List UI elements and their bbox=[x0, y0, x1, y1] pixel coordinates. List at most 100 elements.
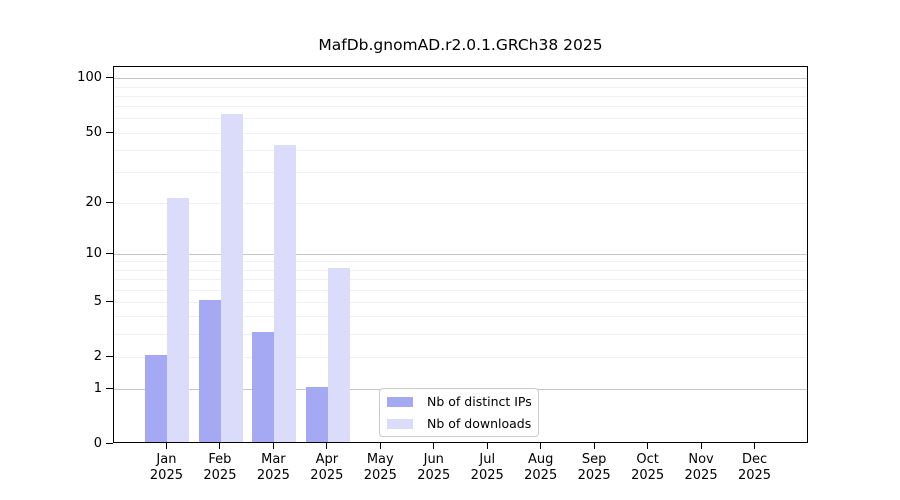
bar-feb-2025-nb-of-distinct-ips bbox=[198, 300, 221, 442]
gridline-minor-50 bbox=[114, 132, 807, 134]
x-tick-month-mar-2025: Mar bbox=[261, 452, 286, 467]
bar-mar-2025-nb-of-distinct-ips bbox=[252, 332, 275, 442]
gridline-minor-6 bbox=[114, 289, 807, 291]
x-tick-aug-2025 bbox=[540, 443, 542, 449]
x-tick-label-apr-2025: Apr 2025 bbox=[310, 452, 343, 483]
gridline-minor-40 bbox=[114, 149, 807, 151]
legend: Nb of distinct IPs Nb of downloads bbox=[379, 388, 539, 437]
x-tick-label-feb-2025: Feb 2025 bbox=[203, 452, 236, 483]
legend-item-distinct-ips: Nb of distinct IPs bbox=[387, 394, 532, 409]
gridline-minor-4 bbox=[114, 316, 807, 318]
x-tick-month-jan-2025: Jan bbox=[156, 452, 177, 467]
x-tick-feb-2025 bbox=[219, 443, 221, 449]
x-tick-label-nov-2025: Nov 2025 bbox=[685, 452, 718, 483]
y-tick-label-10: 10 bbox=[85, 245, 102, 261]
gridline-minor-2 bbox=[114, 356, 807, 358]
y-tick-label-50: 50 bbox=[85, 124, 102, 140]
x-tick-label-mar-2025: Mar 2025 bbox=[257, 452, 290, 483]
x-tick-year-jun-2025: 2025 bbox=[417, 467, 451, 483]
x-tick-month-jun-2025: Jun bbox=[423, 452, 444, 467]
y-tick-label-1: 1 bbox=[93, 380, 102, 396]
x-tick-year-jul-2025: 2025 bbox=[470, 467, 504, 483]
x-tick-month-feb-2025: Feb bbox=[208, 452, 232, 467]
bar-jan-2025-nb-of-distinct-ips bbox=[145, 355, 168, 442]
bar-apr-2025-nb-of-distinct-ips bbox=[305, 387, 328, 442]
x-tick-year-oct-2025: 2025 bbox=[631, 467, 665, 483]
y-tick-10 bbox=[106, 252, 113, 254]
x-tick-jul-2025 bbox=[486, 443, 488, 449]
x-tick-label-oct-2025: Oct 2025 bbox=[631, 452, 664, 483]
x-tick-month-sep-2025: Sep bbox=[581, 452, 607, 467]
x-tick-label-aug-2025: Aug 2025 bbox=[524, 452, 557, 483]
x-tick-label-sep-2025: Sep 2025 bbox=[578, 452, 611, 483]
x-tick-may-2025 bbox=[379, 443, 381, 449]
x-tick-year-may-2025: 2025 bbox=[363, 467, 397, 483]
x-tick-year-mar-2025: 2025 bbox=[256, 467, 290, 483]
legend-label-downloads: Nb of downloads bbox=[427, 416, 532, 431]
y-tick-0 bbox=[106, 442, 113, 444]
legend-label-distinct-ips: Nb of distinct IPs bbox=[427, 394, 532, 409]
x-tick-month-jul-2025: Jul bbox=[479, 452, 496, 467]
x-tick-label-jul-2025: Jul 2025 bbox=[471, 452, 504, 483]
gridline-major-10 bbox=[114, 253, 807, 255]
y-tick-label-100: 100 bbox=[77, 70, 102, 86]
y-tick-label-2: 2 bbox=[93, 348, 102, 364]
y-tick-label-20: 20 bbox=[85, 194, 102, 210]
x-tick-jun-2025 bbox=[433, 443, 435, 449]
x-tick-year-sep-2025: 2025 bbox=[577, 467, 611, 483]
x-tick-year-apr-2025: 2025 bbox=[310, 467, 344, 483]
legend-item-downloads: Nb of downloads bbox=[387, 416, 532, 431]
gridline-minor-80 bbox=[114, 95, 807, 97]
y-tick-100 bbox=[106, 77, 113, 79]
x-tick-month-aug-2025: Aug bbox=[527, 452, 554, 467]
x-tick-month-oct-2025: Oct bbox=[636, 452, 659, 467]
y-tick-50 bbox=[106, 131, 113, 133]
bar-apr-2025-nb-of-downloads bbox=[327, 268, 350, 442]
gridline-minor-70 bbox=[114, 106, 807, 108]
gridline-minor-7 bbox=[114, 279, 807, 281]
x-tick-jan-2025 bbox=[165, 443, 167, 449]
x-tick-year-jan-2025: 2025 bbox=[149, 467, 183, 483]
x-tick-oct-2025 bbox=[647, 443, 649, 449]
y-tick-2 bbox=[106, 355, 113, 357]
bar-jan-2025-nb-of-downloads bbox=[167, 197, 190, 442]
x-tick-label-dec-2025: Dec 2025 bbox=[738, 452, 771, 483]
chart-title: MafDb.gnomAD.r2.0.1.GRCh38 2025 bbox=[318, 36, 603, 54]
gridline-minor-3 bbox=[114, 333, 807, 335]
x-tick-nov-2025 bbox=[700, 443, 702, 449]
gridline-major-100 bbox=[114, 78, 807, 80]
y-tick-label-5: 5 bbox=[93, 293, 102, 309]
x-tick-apr-2025 bbox=[326, 443, 328, 449]
gridline-minor-90 bbox=[114, 86, 807, 88]
bar-mar-2025-nb-of-downloads bbox=[274, 144, 297, 442]
gridline-minor-60 bbox=[114, 118, 807, 120]
x-tick-label-jun-2025: Jun 2025 bbox=[417, 452, 450, 483]
y-tick-5 bbox=[106, 300, 113, 302]
bar-feb-2025-nb-of-downloads bbox=[220, 114, 243, 442]
x-tick-month-dec-2025: Dec bbox=[741, 452, 768, 467]
legend-swatch-downloads bbox=[387, 418, 413, 429]
x-tick-month-nov-2025: Nov bbox=[688, 452, 714, 467]
x-tick-month-apr-2025: Apr bbox=[315, 452, 339, 467]
x-tick-year-feb-2025: 2025 bbox=[203, 467, 237, 483]
y-tick-20 bbox=[106, 201, 113, 203]
x-tick-dec-2025 bbox=[754, 443, 756, 449]
y-tick-label-0: 0 bbox=[93, 435, 102, 451]
x-tick-label-may-2025: May 2025 bbox=[364, 452, 397, 483]
plot-area bbox=[113, 66, 808, 443]
x-tick-mar-2025 bbox=[272, 443, 274, 449]
x-tick-year-dec-2025: 2025 bbox=[737, 467, 772, 483]
x-tick-sep-2025 bbox=[593, 443, 595, 449]
x-tick-month-may-2025: May bbox=[366, 452, 394, 467]
x-tick-year-nov-2025: 2025 bbox=[684, 467, 718, 483]
gridline-minor-8 bbox=[114, 269, 807, 271]
gridline-minor-20 bbox=[114, 202, 807, 204]
y-tick-1 bbox=[106, 387, 113, 389]
x-tick-year-aug-2025: 2025 bbox=[524, 467, 558, 483]
x-tick-label-jan-2025: Jan 2025 bbox=[150, 452, 183, 483]
gridline-minor-9 bbox=[114, 261, 807, 263]
gridline-minor-5 bbox=[114, 301, 807, 303]
legend-swatch-distinct-ips bbox=[387, 396, 413, 407]
gridline-minor-30 bbox=[114, 171, 807, 173]
